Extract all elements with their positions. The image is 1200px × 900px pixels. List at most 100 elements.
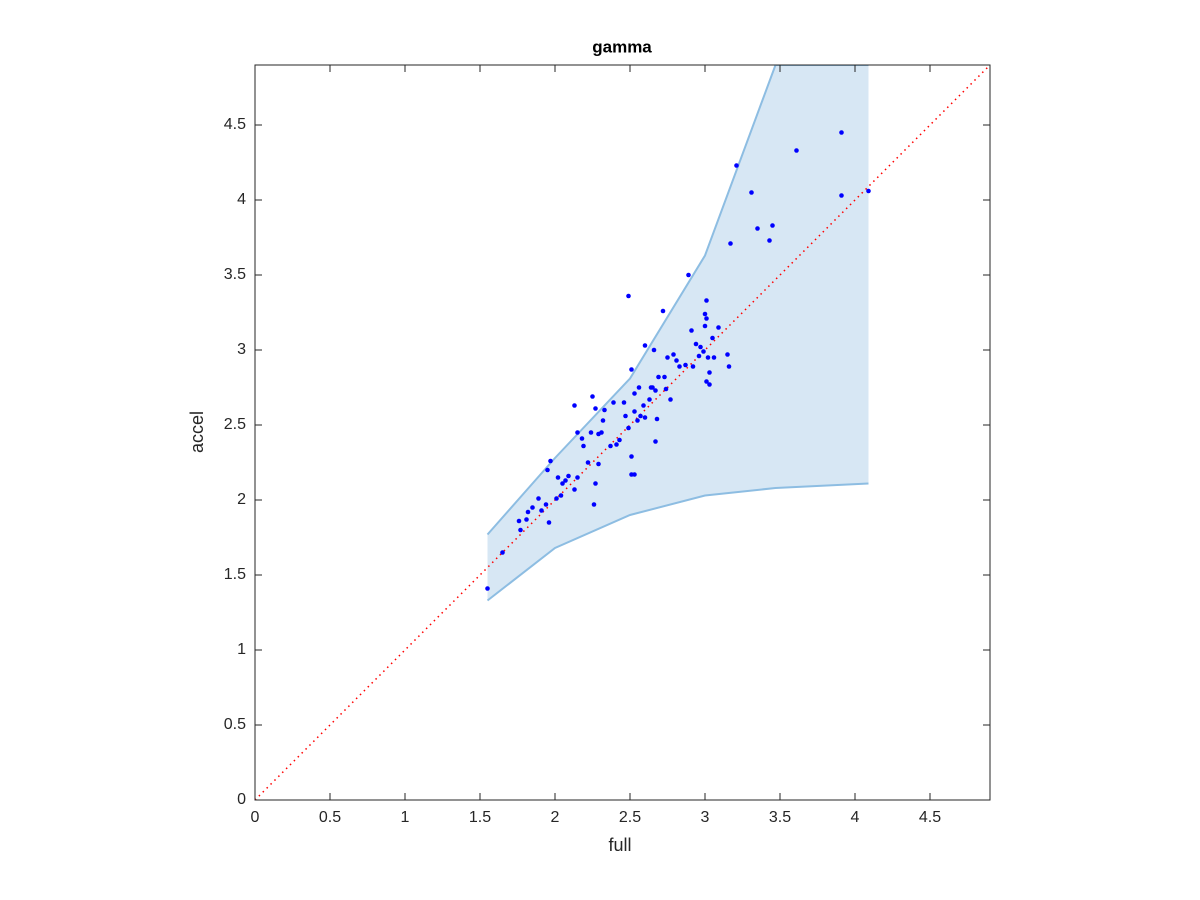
band-lower-edge [486, 482, 869, 602]
data-point [690, 364, 696, 369]
data-point [674, 358, 679, 363]
data-point [546, 520, 552, 525]
data-point [590, 394, 595, 399]
data-point [660, 308, 666, 314]
data-point [602, 407, 607, 413]
data-point [525, 509, 531, 515]
y-tick-label: 1 [237, 641, 246, 658]
data-point [702, 311, 708, 317]
x-axis-label: full [608, 835, 631, 855]
data-point [663, 386, 669, 392]
data-point [575, 475, 580, 480]
data-point [560, 481, 565, 486]
data-point [632, 391, 637, 396]
data-point [767, 238, 772, 243]
data-point [614, 442, 619, 447]
data-point [626, 425, 631, 431]
data-point [632, 472, 637, 477]
data-point [866, 188, 871, 194]
data-point [656, 374, 661, 380]
data-point [726, 364, 732, 369]
y-tick-label: 2.5 [224, 416, 246, 433]
data-point [702, 323, 708, 329]
data-point [662, 374, 667, 380]
x-tick-label: 4 [851, 809, 860, 826]
data-point [650, 385, 655, 390]
data-point [704, 298, 709, 303]
y-tick-label: 4 [237, 191, 246, 208]
x-tick-label: 2 [551, 809, 560, 826]
y-axis-label: accel [187, 411, 207, 453]
y-tick-label: 4.5 [224, 116, 246, 133]
data-point [711, 355, 717, 360]
axes-box [254, 64, 991, 801]
x-tick-label: 1.5 [469, 809, 491, 826]
y-tick-label: 0 [237, 791, 246, 808]
data-point [728, 241, 733, 246]
data-point [755, 226, 760, 231]
data-point [710, 335, 715, 341]
data-point [539, 508, 544, 513]
data-point [701, 349, 706, 354]
data-point [623, 413, 628, 419]
data-point [794, 148, 799, 153]
data-point [641, 403, 646, 408]
data-point [591, 502, 597, 507]
data-point [653, 439, 658, 444]
data-point [593, 481, 598, 486]
data-point [642, 343, 648, 348]
data-point [671, 352, 676, 357]
data-point [629, 454, 634, 459]
data-point [651, 347, 657, 353]
data-point [698, 344, 703, 350]
data-point [530, 505, 535, 510]
data-point [668, 397, 673, 402]
confidence-band [487, 65, 869, 601]
data-point [686, 272, 691, 278]
data-point [665, 355, 670, 360]
data-point [545, 467, 550, 473]
y-tick-label: 2 [237, 491, 246, 508]
data-point [749, 190, 754, 195]
data-point [558, 493, 564, 498]
x-tick-label: 4.5 [919, 809, 941, 826]
data-point [725, 352, 730, 357]
data-point [555, 475, 561, 480]
data-point [693, 341, 699, 347]
data-point [554, 496, 559, 501]
data-point [563, 478, 568, 483]
data-point [704, 379, 709, 384]
data-point [683, 362, 688, 368]
data-point [642, 415, 648, 420]
data-point [572, 403, 577, 408]
data-point [585, 460, 591, 465]
data-point [734, 163, 739, 168]
data-point [581, 443, 586, 449]
data-point [626, 293, 631, 299]
data-point [617, 437, 622, 443]
data-point [575, 430, 580, 435]
data-point [677, 364, 682, 369]
data-point [524, 517, 529, 522]
data-point [548, 458, 553, 464]
x-tick-label: 1 [401, 809, 410, 826]
data-point [611, 400, 616, 405]
data-point [636, 385, 642, 390]
data-point [696, 353, 702, 359]
data-point [647, 397, 652, 402]
x-tick-label: 0.5 [319, 809, 341, 826]
data-point [543, 502, 549, 507]
data-point [599, 430, 604, 435]
chart-title: gamma [592, 37, 652, 56]
y-tick-label: 3.5 [224, 266, 246, 283]
data-point [516, 518, 522, 524]
data-point [588, 430, 594, 435]
y-tick-label: 3 [237, 341, 246, 358]
data-point [566, 473, 571, 479]
data-point [839, 193, 844, 198]
data-point [536, 496, 541, 501]
data-point [518, 527, 523, 533]
x-tick-label: 3.5 [769, 809, 791, 826]
data-point [707, 382, 712, 387]
data-point [629, 367, 634, 372]
